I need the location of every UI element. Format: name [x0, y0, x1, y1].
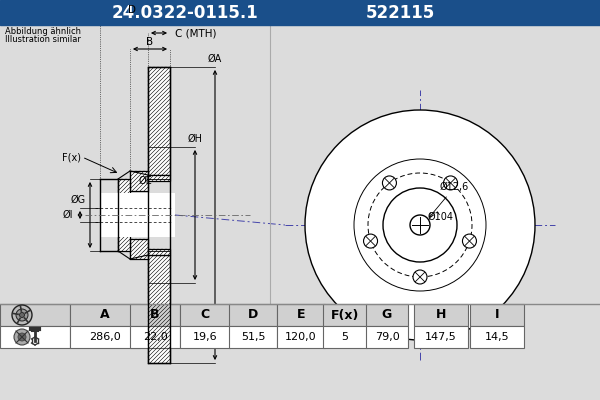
- Text: 522115: 522115: [365, 4, 434, 22]
- Text: 5: 5: [341, 332, 349, 342]
- Circle shape: [18, 333, 26, 341]
- Bar: [70, 304, 140, 326]
- Text: F(x): F(x): [62, 152, 81, 162]
- Circle shape: [19, 312, 25, 318]
- Text: 79,0: 79,0: [374, 332, 400, 342]
- Polygon shape: [148, 175, 170, 181]
- Circle shape: [413, 270, 427, 284]
- Text: Ø12,6: Ø12,6: [430, 182, 469, 217]
- Bar: [130, 304, 180, 326]
- Bar: [366, 304, 408, 326]
- Text: Illustration similar: Illustration similar: [5, 36, 81, 44]
- Text: A: A: [100, 308, 110, 322]
- Text: 120,0: 120,0: [285, 332, 317, 342]
- Circle shape: [364, 234, 377, 248]
- Polygon shape: [148, 67, 170, 175]
- Bar: [277, 326, 325, 348]
- Text: B: B: [150, 308, 160, 322]
- Circle shape: [383, 188, 457, 262]
- Text: 24.0322-0115.1: 24.0322-0115.1: [112, 4, 259, 22]
- Circle shape: [354, 159, 486, 291]
- Circle shape: [410, 215, 430, 235]
- Text: ØH: ØH: [187, 134, 203, 144]
- Text: 51,5: 51,5: [241, 332, 265, 342]
- Text: ØG: ØG: [70, 195, 86, 205]
- Text: 286,0: 286,0: [89, 332, 121, 342]
- Bar: [0, 0, 600, 25]
- Text: 147,5: 147,5: [425, 332, 457, 342]
- Text: C (MTH): C (MTH): [175, 28, 217, 38]
- Bar: [470, 326, 524, 348]
- Text: D: D: [128, 5, 136, 15]
- Bar: [229, 326, 277, 348]
- Bar: [323, 326, 367, 348]
- Text: Abbildung ähnlich: Abbildung ähnlich: [5, 28, 81, 36]
- Polygon shape: [130, 171, 148, 191]
- Text: B: B: [146, 37, 154, 47]
- Circle shape: [14, 329, 30, 345]
- Polygon shape: [148, 249, 170, 255]
- Bar: [130, 326, 180, 348]
- Bar: [70, 326, 140, 348]
- Text: ØI: ØI: [63, 210, 73, 220]
- Text: I: I: [495, 308, 499, 322]
- Bar: [229, 304, 277, 326]
- Text: E: E: [297, 308, 305, 322]
- Text: F(x): F(x): [331, 308, 359, 322]
- Polygon shape: [148, 255, 170, 363]
- Bar: [277, 304, 325, 326]
- Bar: [414, 326, 468, 348]
- Circle shape: [463, 234, 476, 248]
- Circle shape: [382, 176, 397, 190]
- Circle shape: [443, 176, 458, 190]
- Text: ØE: ØE: [138, 176, 152, 186]
- Circle shape: [16, 309, 28, 321]
- Bar: [180, 326, 230, 348]
- Bar: [366, 326, 408, 348]
- Bar: [323, 304, 367, 326]
- Text: C: C: [200, 308, 209, 322]
- Text: Ø104: Ø104: [428, 212, 454, 222]
- Bar: [180, 304, 230, 326]
- Bar: [470, 304, 524, 326]
- Circle shape: [12, 305, 32, 325]
- Bar: [100, 193, 175, 237]
- Text: 19,6: 19,6: [193, 332, 217, 342]
- Bar: [0, 304, 70, 326]
- Text: 14,5: 14,5: [485, 332, 509, 342]
- Circle shape: [305, 110, 535, 340]
- Text: ØA: ØA: [208, 54, 222, 64]
- Polygon shape: [118, 179, 130, 251]
- Text: H: H: [436, 308, 446, 322]
- Polygon shape: [130, 239, 148, 259]
- Bar: [414, 304, 468, 326]
- Text: D: D: [248, 308, 258, 322]
- Text: G: G: [382, 308, 392, 322]
- Text: 22,0: 22,0: [143, 332, 167, 342]
- Bar: [0, 326, 70, 348]
